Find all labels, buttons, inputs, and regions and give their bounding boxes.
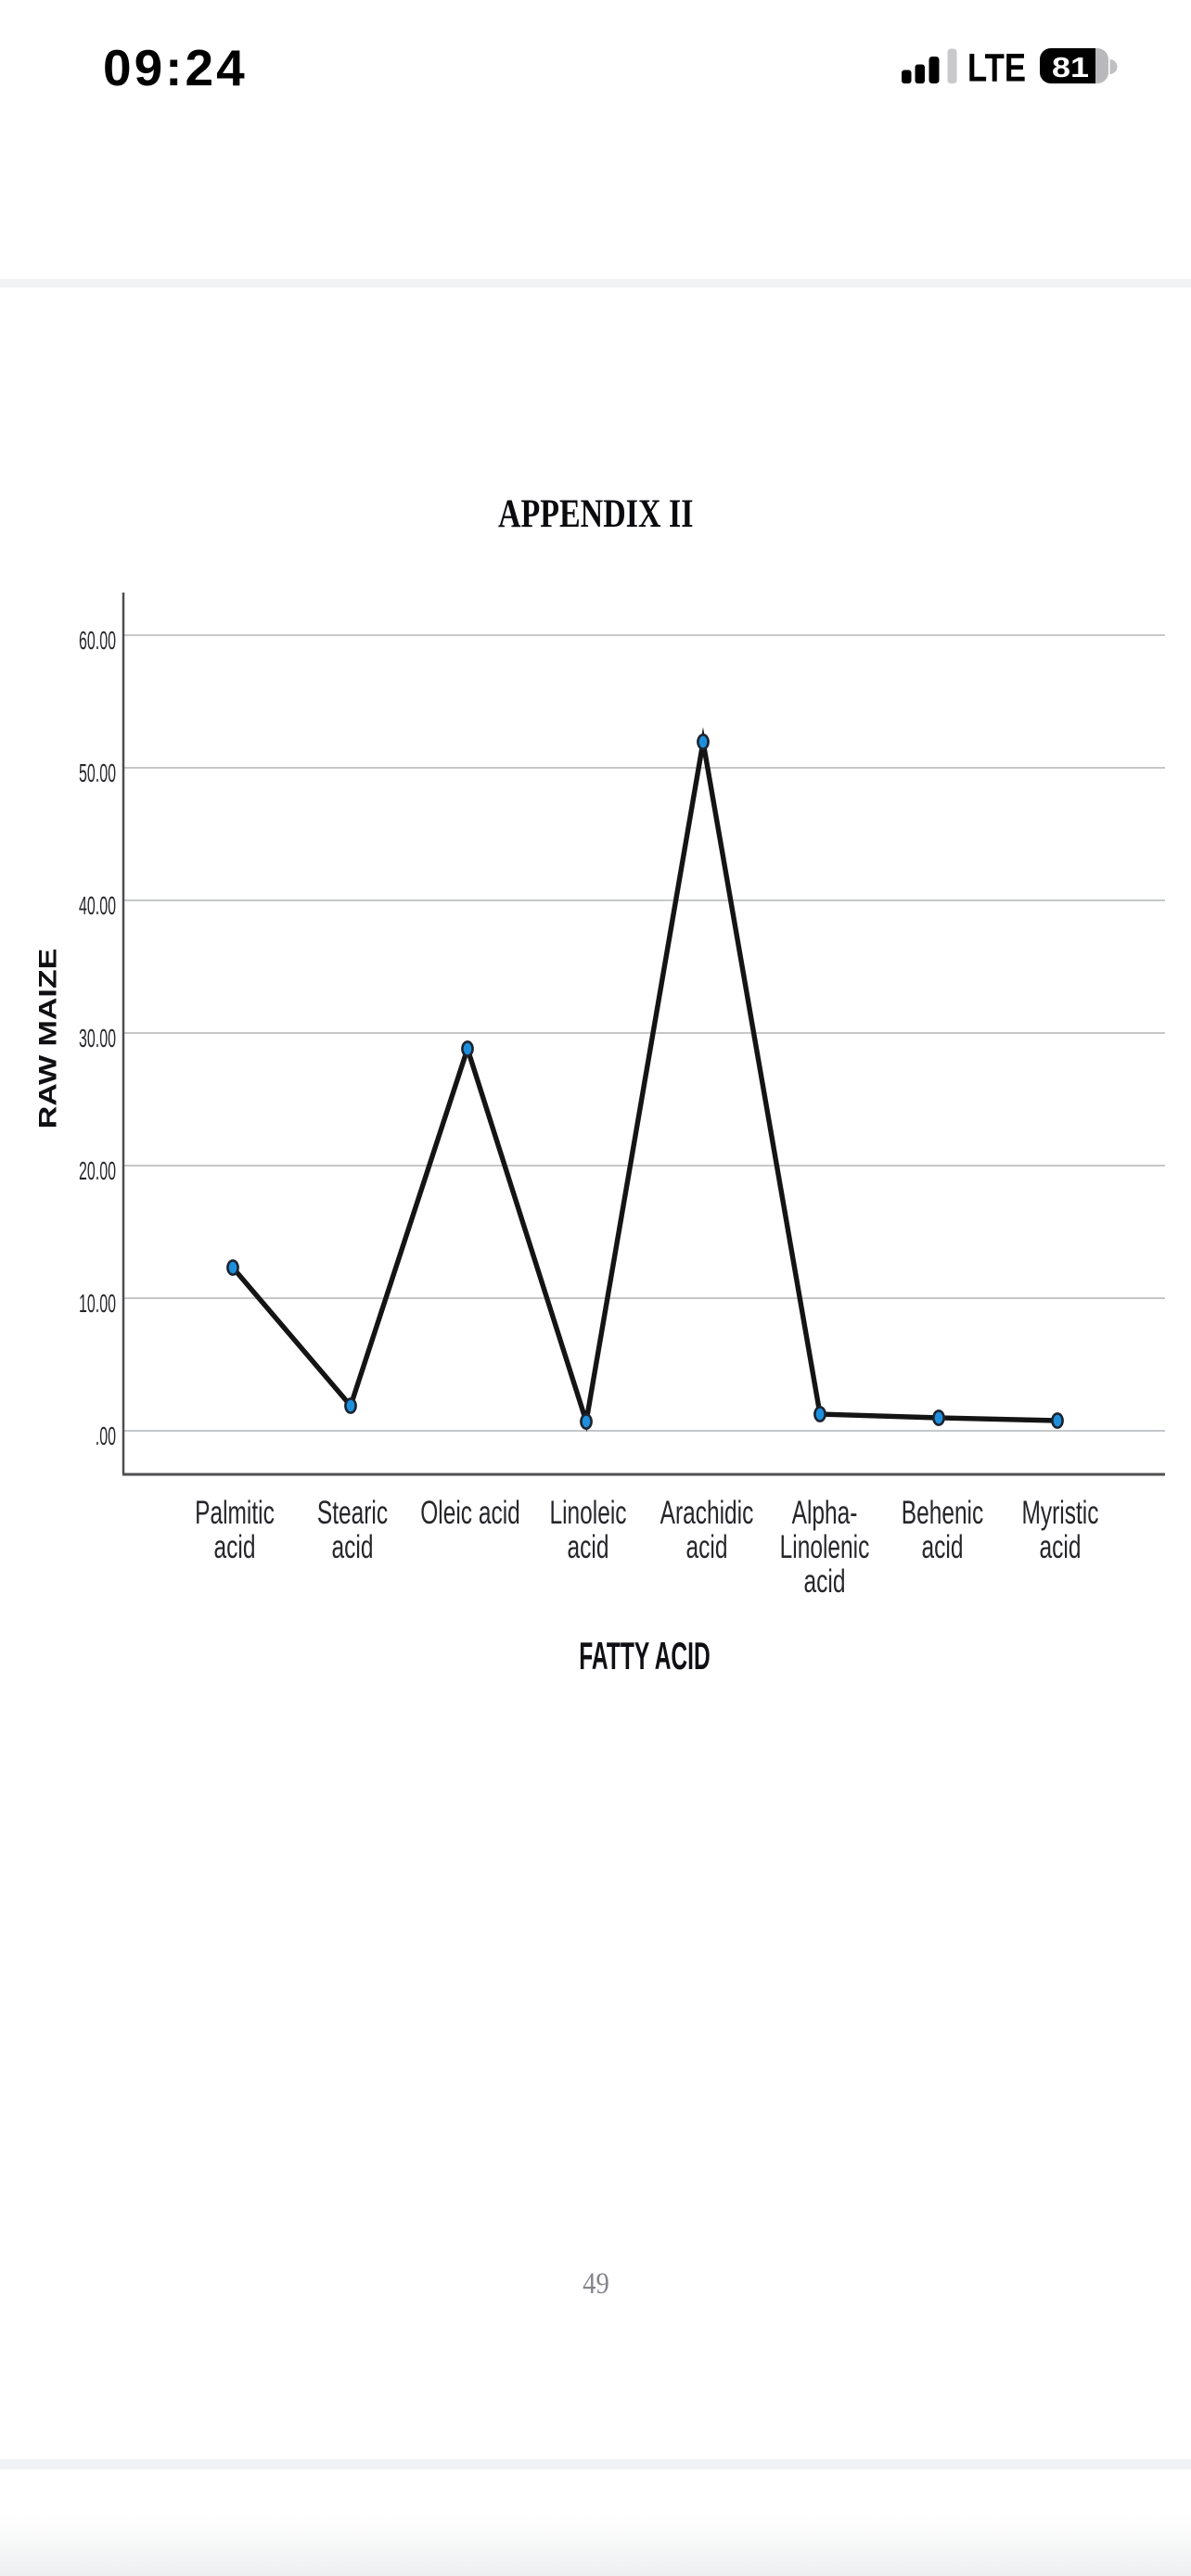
svg-text:acid: acid — [568, 1530, 609, 1565]
svg-text:Alpha-: Alpha- — [792, 1496, 858, 1531]
svg-text:81: 81 — [1052, 51, 1089, 83]
svg-text:LTE: LTE — [967, 46, 1026, 91]
svg-text:Stearic: Stearic — [317, 1496, 388, 1531]
svg-text:acid: acid — [922, 1530, 964, 1565]
svg-text:Linoleic: Linoleic — [549, 1496, 626, 1531]
svg-text:60.00: 60.00 — [79, 625, 116, 655]
svg-text:acid: acid — [332, 1530, 374, 1565]
svg-text:Behenic: Behenic — [902, 1496, 983, 1531]
svg-text:50.00: 50.00 — [79, 758, 116, 787]
svg-text:acid: acid — [1040, 1530, 1082, 1565]
svg-text:40.00: 40.00 — [79, 890, 116, 920]
svg-text:acid: acid — [214, 1530, 256, 1565]
svg-text:Arachidic: Arachidic — [660, 1496, 754, 1531]
svg-text:10.00: 10.00 — [79, 1288, 116, 1318]
svg-text:Palmitic: Palmitic — [195, 1496, 275, 1531]
svg-text:FATTY ACID: FATTY ACID — [579, 1635, 710, 1677]
svg-text:acid: acid — [804, 1564, 846, 1600]
svg-text:Myristic: Myristic — [1022, 1496, 1099, 1531]
svg-text:Linolenic: Linolenic — [780, 1530, 870, 1565]
svg-text:acid: acid — [686, 1530, 728, 1565]
svg-text:20.00: 20.00 — [79, 1155, 116, 1185]
svg-text:RAW MAIZE: RAW MAIZE — [34, 949, 62, 1129]
svg-text:30.00: 30.00 — [79, 1023, 116, 1052]
svg-text:.00: .00 — [96, 1421, 116, 1450]
svg-text:Oleic acid: Oleic acid — [420, 1496, 519, 1531]
